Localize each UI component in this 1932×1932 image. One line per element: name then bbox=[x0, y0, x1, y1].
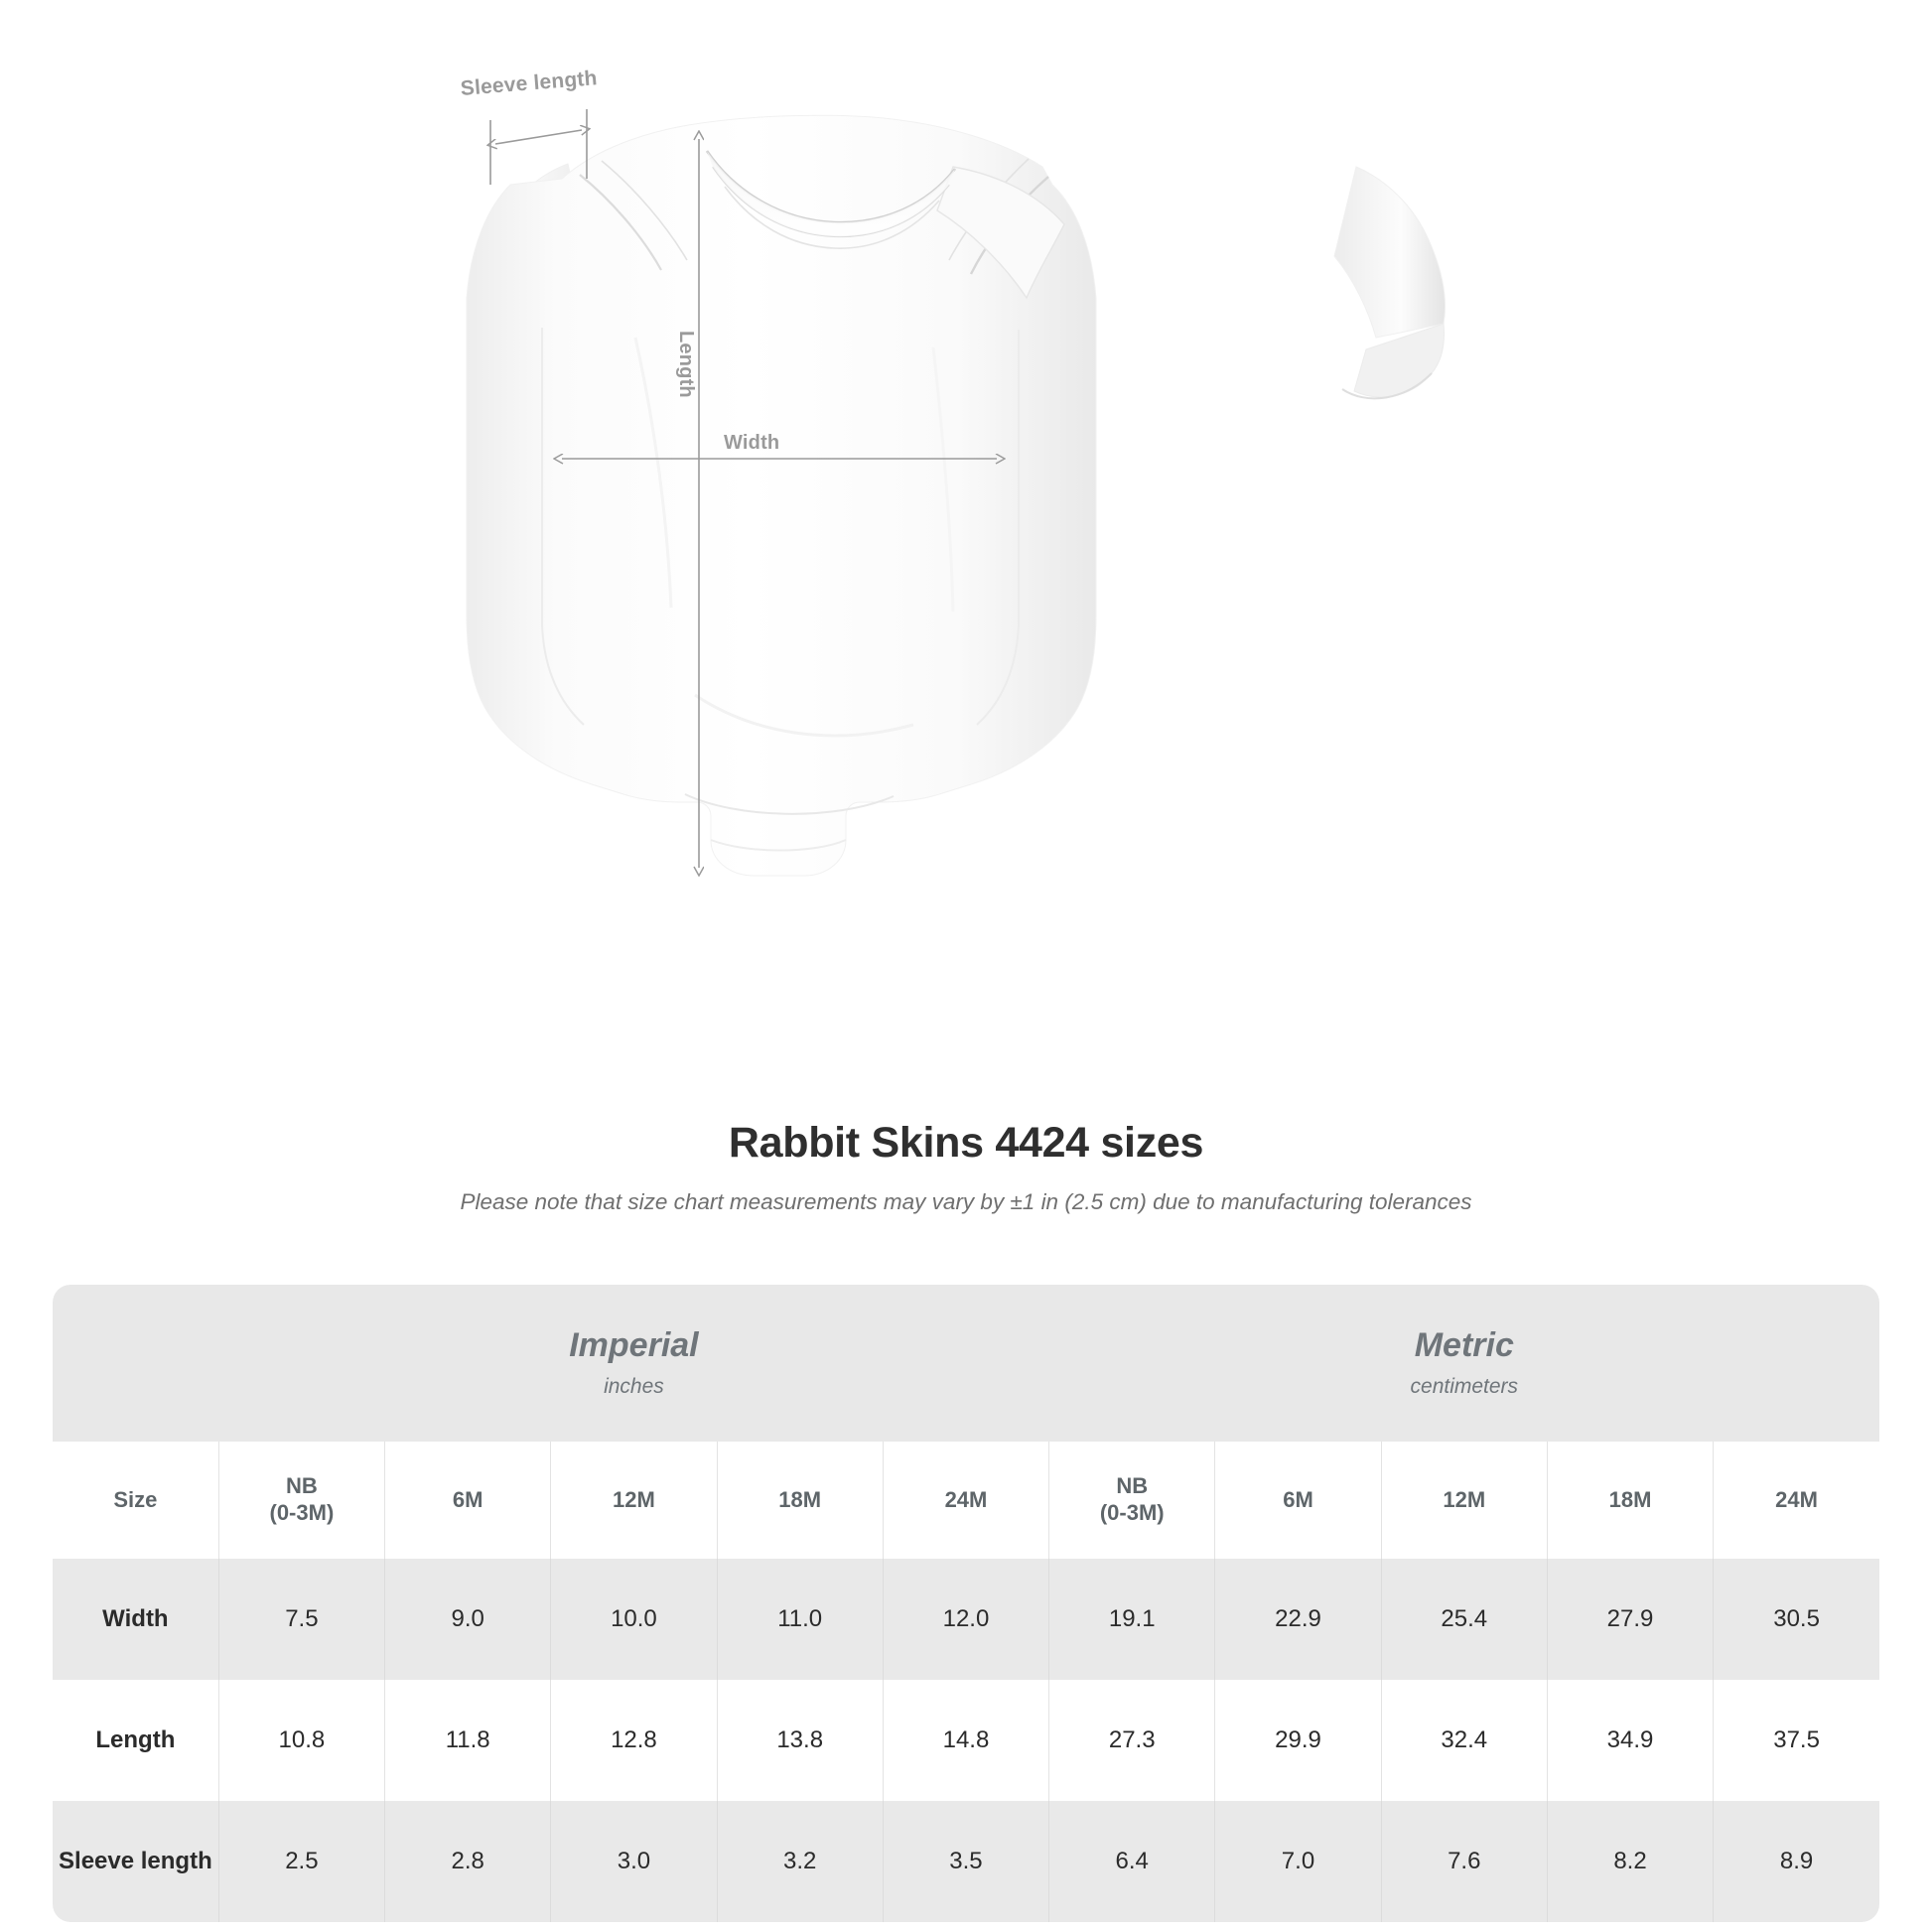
measurement-value: 13.8 bbox=[717, 1680, 884, 1801]
size-chart-table: Imperial inches Metric centimeters Size NB (0-… bbox=[53, 1285, 1879, 1922]
measurement-value: 30.5 bbox=[1713, 1559, 1879, 1680]
size-column-main: 6M bbox=[1283, 1486, 1313, 1512]
size-column-header: 18M bbox=[717, 1442, 884, 1559]
measurement-row-label: Width bbox=[53, 1559, 219, 1680]
measurement-value: 7.0 bbox=[1214, 1801, 1382, 1922]
garment-figure: Sleeve length Length Width bbox=[460, 67, 1446, 1112]
size-column-header: 12M bbox=[1381, 1442, 1548, 1559]
measurement-value: 32.4 bbox=[1381, 1680, 1548, 1801]
title-block: Rabbit Skins 4424 sizes Please note that… bbox=[0, 1119, 1932, 1215]
table-row: Sleeve length 2.5 2.8 3.0 3.2 3.5 6.4 7.0 7.6 8.2… bbox=[53, 1801, 1879, 1922]
measurement-value: 12.8 bbox=[550, 1680, 718, 1801]
size-column-sub: (0-3M) bbox=[269, 1500, 335, 1525]
measurement-value: 11.0 bbox=[717, 1559, 884, 1680]
size-column-main: 12M bbox=[1443, 1486, 1486, 1512]
measurement-value: 2.8 bbox=[384, 1801, 552, 1922]
measurement-value: 7.6 bbox=[1381, 1801, 1548, 1922]
size-column-header: 6M bbox=[1214, 1442, 1382, 1559]
size-column-sub: (0-3M) bbox=[1099, 1500, 1165, 1525]
size-column-main: 24M bbox=[944, 1486, 988, 1512]
bodysuit-illustration bbox=[466, 109, 1446, 1112]
measurement-value: 3.0 bbox=[550, 1801, 718, 1922]
size-column-main: NB bbox=[1116, 1473, 1149, 1499]
size-column-header: 24M bbox=[1713, 1442, 1879, 1559]
unit-banner-row: Imperial inches Metric centimeters bbox=[53, 1285, 1879, 1442]
measurement-value: 22.9 bbox=[1214, 1559, 1382, 1680]
unit-group-metric: Metric centimeters bbox=[1048, 1285, 1879, 1442]
table-row: Width 7.5 9.0 10.0 11.0 12.0 19.1 22.9 25.4 27.9 3… bbox=[53, 1559, 1879, 1680]
unit-group-sublabel: inches bbox=[604, 1375, 664, 1399]
unit-banner-spacer bbox=[53, 1285, 219, 1442]
measurement-value: 9.0 bbox=[384, 1559, 552, 1680]
measurement-value: 19.1 bbox=[1048, 1559, 1216, 1680]
size-column-header: 18M bbox=[1547, 1442, 1715, 1559]
unit-group-sublabel: centimeters bbox=[1410, 1375, 1519, 1399]
size-column-main: 6M bbox=[452, 1486, 483, 1512]
size-column-main: 18M bbox=[778, 1486, 822, 1512]
size-column-main: 18M bbox=[1608, 1486, 1652, 1512]
width-dimension-label: Width bbox=[724, 432, 780, 454]
size-column-header: 6M bbox=[384, 1442, 552, 1559]
measurement-value: 3.5 bbox=[883, 1801, 1050, 1922]
size-chart-table-wrapper: Imperial inches Metric centimeters Size NB (0-… bbox=[53, 1285, 1879, 1922]
size-column-main: NB bbox=[286, 1473, 318, 1499]
size-column-header: 24M bbox=[883, 1442, 1050, 1559]
size-header-label: Size bbox=[53, 1442, 219, 1559]
measurement-value: 7.5 bbox=[218, 1559, 386, 1680]
size-column-header: NB (0-3M) bbox=[218, 1442, 386, 1559]
measurement-row-label: Sleeve length bbox=[53, 1801, 219, 1922]
measurement-value: 8.2 bbox=[1547, 1801, 1715, 1922]
measurement-value: 8.9 bbox=[1713, 1801, 1879, 1922]
measurement-value: 10.0 bbox=[550, 1559, 718, 1680]
unit-group-imperial: Imperial inches bbox=[218, 1285, 1049, 1442]
measurement-value: 12.0 bbox=[883, 1559, 1050, 1680]
unit-group-name: Metric bbox=[1414, 1326, 1514, 1365]
unit-group-name: Imperial bbox=[569, 1326, 699, 1365]
measurement-value: 3.2 bbox=[717, 1801, 884, 1922]
size-column-header: 12M bbox=[550, 1442, 718, 1559]
measurement-value: 29.9 bbox=[1214, 1680, 1382, 1801]
page-subtitle: Please note that size chart measurements… bbox=[460, 1189, 1472, 1215]
measurement-value: 6.4 bbox=[1048, 1801, 1216, 1922]
measurement-row-label: Length bbox=[53, 1680, 219, 1801]
table-row: Length 10.8 11.8 12.8 13.8 14.8 27.3 29.9 32.4 34… bbox=[53, 1680, 1879, 1801]
measurement-value: 27.3 bbox=[1048, 1680, 1216, 1801]
measurement-value: 10.8 bbox=[218, 1680, 386, 1801]
size-column-header: NB (0-3M) bbox=[1048, 1442, 1216, 1559]
measurement-value: 27.9 bbox=[1547, 1559, 1715, 1680]
length-dimension-label: Length bbox=[675, 331, 697, 398]
measurement-value: 25.4 bbox=[1381, 1559, 1548, 1680]
page-title: Rabbit Skins 4424 sizes bbox=[728, 1119, 1204, 1167]
measurement-value: 2.5 bbox=[218, 1801, 386, 1922]
measurement-value: 14.8 bbox=[883, 1680, 1050, 1801]
measurement-value: 34.9 bbox=[1547, 1680, 1715, 1801]
size-column-main: 12M bbox=[613, 1486, 655, 1512]
measurement-value: 37.5 bbox=[1713, 1680, 1879, 1801]
size-header-row: Size NB (0-3M) 6M 12M 18M 24M NB (0-3M) 6M 12M 18M 2… bbox=[53, 1442, 1879, 1559]
measurement-value: 11.8 bbox=[384, 1680, 552, 1801]
size-column-main: 24M bbox=[1775, 1486, 1818, 1512]
